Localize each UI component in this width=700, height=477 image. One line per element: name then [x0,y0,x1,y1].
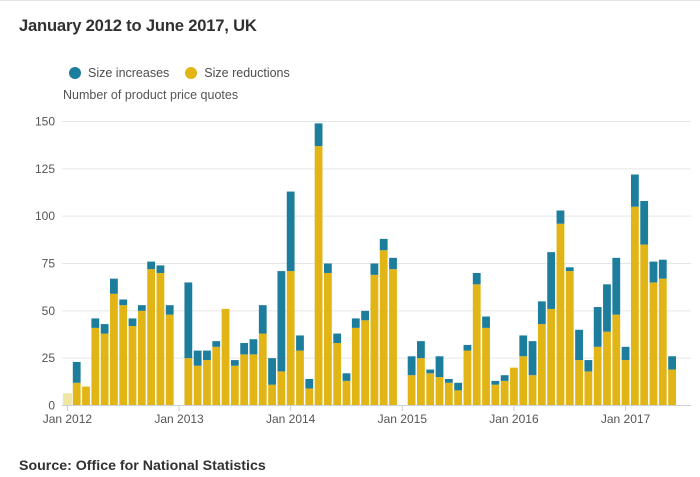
svg-text:Jan 2017: Jan 2017 [601,412,651,426]
svg-text:Jan 2015: Jan 2015 [378,412,428,426]
svg-text:125: 125 [35,162,55,176]
svg-text:Jan 2016: Jan 2016 [489,412,539,426]
svg-text:75: 75 [42,257,56,271]
svg-text:Jan 2014: Jan 2014 [266,412,316,426]
svg-text:50: 50 [42,304,56,318]
svg-text:25: 25 [42,351,56,365]
svg-text:0: 0 [48,399,55,413]
svg-text:Jan 2013: Jan 2013 [154,412,204,426]
svg-text:150: 150 [35,115,55,129]
svg-text:Jan 2012: Jan 2012 [43,412,93,426]
svg-text:100: 100 [35,209,55,223]
